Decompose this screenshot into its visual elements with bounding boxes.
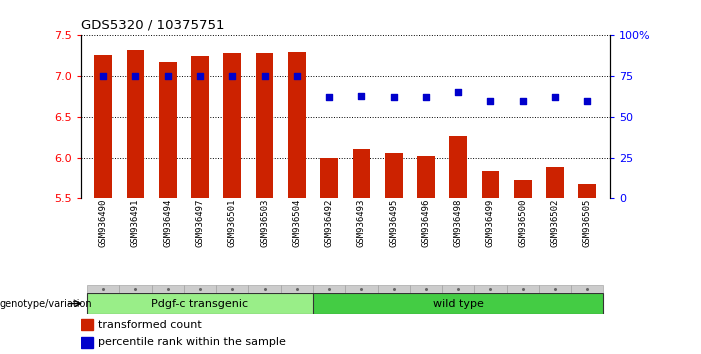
Text: GSM936500: GSM936500 xyxy=(518,198,527,247)
Bar xyxy=(539,285,571,293)
Point xyxy=(130,73,141,79)
Bar xyxy=(288,52,306,198)
Bar xyxy=(127,50,144,198)
Point xyxy=(517,98,529,103)
Bar xyxy=(475,285,507,293)
Text: GDS5320 / 10375751: GDS5320 / 10375751 xyxy=(81,18,224,31)
Bar xyxy=(442,285,475,293)
Point xyxy=(582,98,593,103)
Point xyxy=(194,73,205,79)
Text: percentile rank within the sample: percentile rank within the sample xyxy=(98,337,286,347)
Bar xyxy=(417,156,435,198)
Bar xyxy=(280,285,313,293)
Bar xyxy=(482,171,499,198)
Bar xyxy=(151,285,184,293)
Point xyxy=(388,95,400,100)
Text: GSM936498: GSM936498 xyxy=(454,198,463,247)
Bar xyxy=(313,293,604,314)
Text: GSM936494: GSM936494 xyxy=(163,198,172,247)
Bar xyxy=(313,285,346,293)
Bar xyxy=(578,184,596,198)
Point xyxy=(421,95,432,100)
Text: GSM936490: GSM936490 xyxy=(99,198,108,247)
Bar xyxy=(256,53,273,198)
Bar xyxy=(184,285,216,293)
Bar xyxy=(87,293,313,314)
Bar xyxy=(224,53,241,198)
Bar xyxy=(571,285,604,293)
Point xyxy=(226,73,238,79)
Text: GSM936491: GSM936491 xyxy=(131,198,140,247)
Bar xyxy=(346,285,378,293)
Text: GSM936505: GSM936505 xyxy=(583,198,592,247)
Text: GSM936501: GSM936501 xyxy=(228,198,237,247)
Point xyxy=(259,73,270,79)
Bar xyxy=(385,154,402,198)
Text: wild type: wild type xyxy=(433,298,484,309)
Bar xyxy=(159,62,177,198)
Text: GSM936502: GSM936502 xyxy=(550,198,559,247)
Text: genotype/variation: genotype/variation xyxy=(0,298,93,309)
Text: GSM936499: GSM936499 xyxy=(486,198,495,247)
Bar xyxy=(546,167,564,198)
Point xyxy=(291,73,302,79)
Bar xyxy=(410,285,442,293)
Text: GSM936493: GSM936493 xyxy=(357,198,366,247)
Bar xyxy=(353,149,370,198)
Bar xyxy=(95,55,112,198)
Bar xyxy=(378,285,410,293)
Bar xyxy=(191,56,209,198)
Text: Pdgf-c transgenic: Pdgf-c transgenic xyxy=(151,298,249,309)
Text: GSM936504: GSM936504 xyxy=(292,198,301,247)
Point xyxy=(323,95,334,100)
Bar xyxy=(119,285,151,293)
Point xyxy=(485,98,496,103)
Text: GSM936497: GSM936497 xyxy=(196,198,205,247)
Text: GSM936496: GSM936496 xyxy=(421,198,430,247)
Bar xyxy=(216,285,248,293)
Text: GSM936495: GSM936495 xyxy=(389,198,398,247)
Point xyxy=(453,90,464,95)
Text: GSM936492: GSM936492 xyxy=(325,198,334,247)
Bar xyxy=(514,180,531,198)
Bar xyxy=(507,285,539,293)
Text: GSM936503: GSM936503 xyxy=(260,198,269,247)
Point xyxy=(550,95,561,100)
Point xyxy=(97,73,109,79)
Bar xyxy=(81,337,93,348)
Text: transformed count: transformed count xyxy=(98,320,202,330)
Bar xyxy=(248,285,280,293)
Point xyxy=(162,73,173,79)
Bar xyxy=(81,319,93,330)
Point xyxy=(356,93,367,98)
Bar xyxy=(449,136,467,198)
Bar xyxy=(320,158,338,198)
Bar xyxy=(87,285,119,293)
